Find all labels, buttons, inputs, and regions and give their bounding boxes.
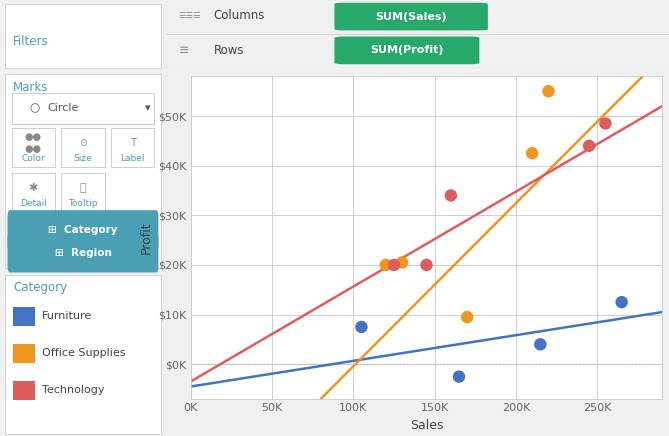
Point — [543, 88, 554, 95]
Text: Size: Size — [74, 153, 92, 163]
Text: Filters: Filters — [13, 35, 49, 48]
Text: ⎕: ⎕ — [80, 183, 86, 193]
FancyBboxPatch shape — [5, 4, 161, 68]
X-axis label: Sales: Sales — [409, 419, 444, 432]
Text: Furniture: Furniture — [42, 311, 92, 321]
Point — [389, 262, 399, 269]
FancyBboxPatch shape — [11, 173, 55, 211]
FancyBboxPatch shape — [62, 173, 104, 211]
Text: ⊙: ⊙ — [79, 138, 87, 148]
Text: Rows: Rows — [213, 44, 244, 57]
Text: ☰☰☰: ☰☰☰ — [179, 11, 201, 20]
Point — [600, 120, 611, 127]
Point — [454, 373, 464, 380]
FancyBboxPatch shape — [11, 93, 155, 124]
FancyBboxPatch shape — [11, 128, 55, 167]
Text: SUM(Profit): SUM(Profit) — [370, 45, 444, 55]
FancyBboxPatch shape — [7, 210, 159, 251]
Text: Tooltip: Tooltip — [68, 198, 98, 208]
Text: Office Supplies: Office Supplies — [42, 348, 126, 358]
Point — [446, 192, 456, 199]
FancyBboxPatch shape — [5, 275, 161, 434]
Y-axis label: Profit: Profit — [140, 221, 153, 254]
Text: ▾: ▾ — [145, 103, 151, 113]
FancyBboxPatch shape — [13, 381, 35, 400]
Text: Technology: Technology — [42, 385, 105, 395]
Point — [421, 262, 432, 269]
Text: Category: Category — [13, 281, 68, 294]
Point — [356, 324, 367, 330]
Point — [584, 142, 595, 149]
Point — [535, 341, 546, 348]
FancyBboxPatch shape — [13, 307, 35, 326]
Point — [527, 150, 538, 157]
Text: Circle: Circle — [47, 103, 79, 113]
Point — [462, 313, 472, 320]
Text: Detail: Detail — [20, 198, 47, 208]
FancyBboxPatch shape — [62, 128, 104, 167]
Text: T: T — [130, 138, 136, 148]
FancyBboxPatch shape — [334, 3, 488, 31]
FancyBboxPatch shape — [5, 74, 161, 268]
FancyBboxPatch shape — [13, 344, 35, 363]
Text: ✱: ✱ — [29, 183, 38, 193]
Point — [616, 299, 627, 306]
Text: ≡: ≡ — [179, 44, 189, 57]
FancyBboxPatch shape — [334, 37, 479, 64]
Text: Color: Color — [21, 153, 45, 163]
Text: Marks: Marks — [13, 81, 49, 94]
Point — [381, 262, 391, 269]
Text: ●●
●●: ●● ●● — [25, 132, 41, 153]
Text: ⊞  Category: ⊞ Category — [48, 225, 118, 235]
Text: ⊞  Region: ⊞ Region — [54, 248, 112, 258]
FancyBboxPatch shape — [111, 128, 155, 167]
Text: Columns: Columns — [213, 9, 265, 22]
Text: Label: Label — [120, 153, 145, 163]
Point — [397, 259, 407, 266]
Text: SUM(Sales): SUM(Sales) — [375, 12, 447, 21]
Text: ○: ○ — [29, 102, 39, 115]
FancyBboxPatch shape — [7, 233, 159, 272]
